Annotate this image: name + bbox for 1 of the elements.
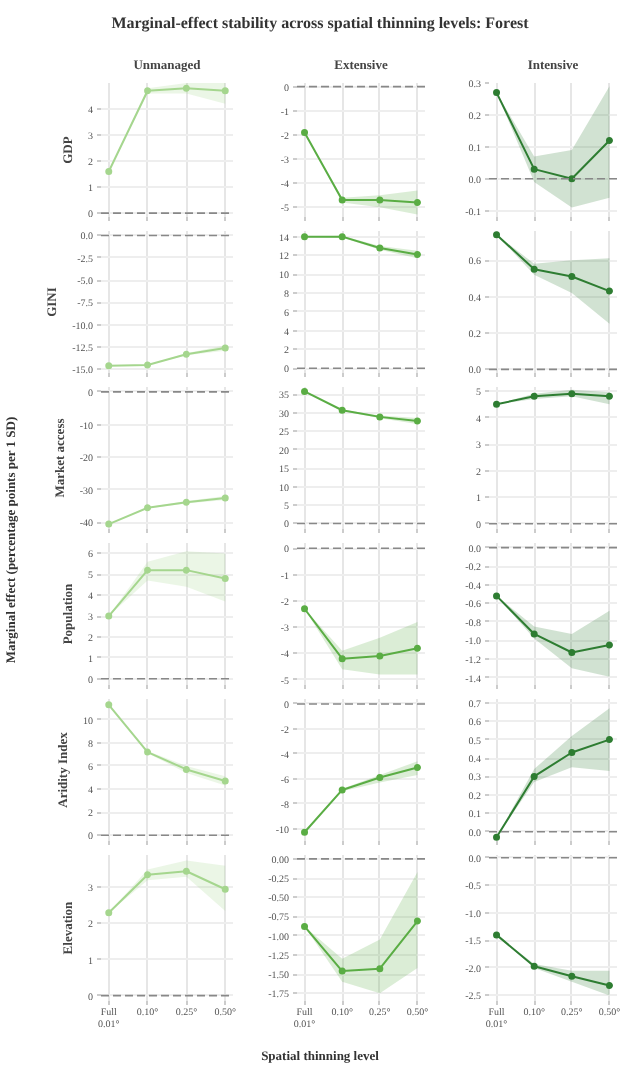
- text: Marginal-effect stability across spatial thinning levels: Forest: [109, 12, 531, 35]
